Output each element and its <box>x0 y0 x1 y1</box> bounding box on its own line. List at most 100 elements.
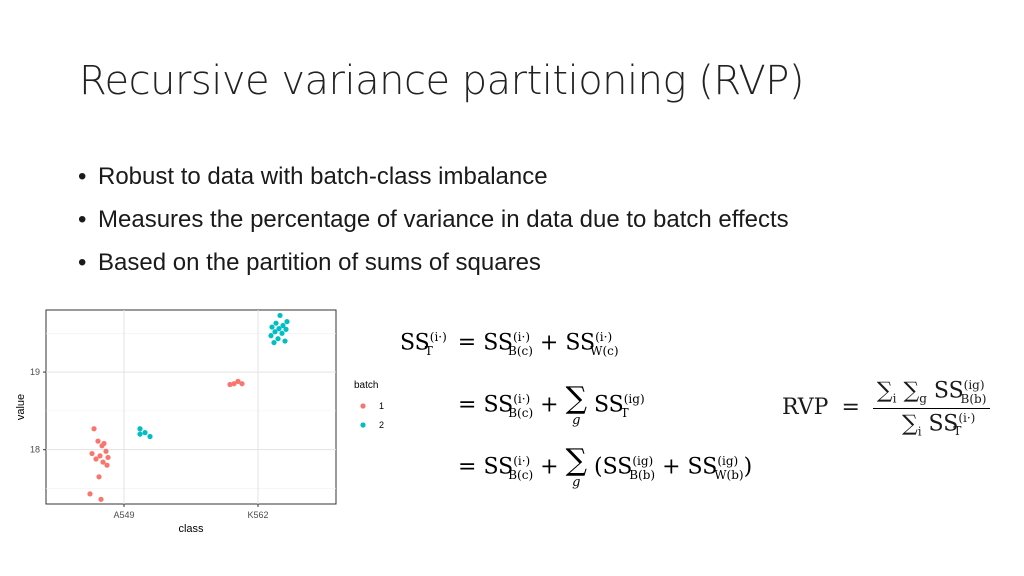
plus-sign: + <box>540 454 559 480</box>
ss-symbol: SS <box>593 392 624 418</box>
equals-sign: = <box>458 454 477 480</box>
data-point <box>103 448 109 454</box>
data-point <box>275 336 281 342</box>
y-tick-label: 18 <box>30 445 40 455</box>
data-point <box>231 381 237 387</box>
equals-sign: = <box>458 392 477 418</box>
data-point <box>87 491 93 497</box>
data-point <box>91 426 97 432</box>
bullet-text: Measures the percentage of variance in d… <box>98 206 789 233</box>
superscript: (i·) <box>513 330 531 344</box>
superscript: (ig) <box>963 378 985 392</box>
data-point <box>142 430 148 436</box>
superscript: (ig) <box>717 454 739 469</box>
subscript: B(c) <box>508 467 534 482</box>
summation: ∑ g <box>565 443 587 490</box>
plus-sign: + <box>539 330 559 356</box>
data-point <box>137 431 143 437</box>
data-point <box>276 326 282 332</box>
bullet-text: Based on the partition of sums of square… <box>98 249 541 276</box>
data-point <box>96 474 102 480</box>
subscript: T <box>953 424 962 439</box>
slide-title: Recursive variance partitioning (RVP) <box>79 58 805 104</box>
subscript: B(b) <box>629 467 656 482</box>
ss-symbol: SS <box>483 392 514 418</box>
data-point <box>277 312 283 319</box>
data-point <box>272 329 278 335</box>
subscript: B(c) <box>508 405 534 420</box>
ss-symbol: SS <box>928 411 959 437</box>
sum-index: i <box>917 424 922 439</box>
plus-sign: + <box>540 392 559 418</box>
sum-symbol: ∑ <box>876 378 893 404</box>
legend-label: 2 <box>379 420 384 430</box>
data-point <box>104 462 110 468</box>
y-tick-label: 19 <box>30 367 40 377</box>
data-point <box>93 456 99 462</box>
data-point <box>271 339 277 346</box>
equation-row-3: = SS(i·)B(c) + ∑ g (SS(ig)B(b) + SS(ig)W(… <box>458 443 753 490</box>
equation-row-2: = SS(i·)B(c) + ∑ g SS(ig)T <box>458 381 645 428</box>
data-point <box>147 433 153 440</box>
equation-row-1: SS(i·)T = SS(i·)B(c) + SS(i·)W(c) <box>400 330 619 358</box>
sum-index: g <box>572 413 581 428</box>
data-point <box>235 378 241 384</box>
ss-symbol: SS <box>687 454 718 480</box>
ss-symbol: SS <box>483 454 514 480</box>
rvp-fraction: ∑i ∑g SS(ig)B(b) ∑i SS(i·)T <box>872 378 991 439</box>
superscript: (ig) <box>623 392 645 407</box>
bullet-dot: • <box>78 206 87 233</box>
subscript: B(c) <box>508 343 533 358</box>
subscript: W(c) <box>590 343 619 358</box>
superscript: (ig) <box>632 454 654 469</box>
sum-index: g <box>572 475 581 490</box>
ss-symbol: SS <box>565 330 596 356</box>
sum-symbol: ∑ <box>565 443 587 478</box>
ss-symbol: SS <box>483 330 513 356</box>
ss-symbol: SS <box>933 378 964 404</box>
data-point <box>284 319 290 325</box>
legend-key <box>360 422 366 428</box>
superscript: (i·) <box>513 392 531 407</box>
data-point <box>239 381 245 387</box>
sum-index: i <box>892 391 897 406</box>
summation: ∑ g <box>565 381 587 428</box>
x-axis-label: class <box>178 523 204 535</box>
superscript: (i·) <box>513 454 531 469</box>
subscript: W(b) <box>714 467 744 482</box>
bullet-item: • Based on the partition of sums of squar… <box>78 241 789 284</box>
sum-symbol: ∑ <box>565 381 587 416</box>
data-point <box>101 440 107 447</box>
rvp-denominator: ∑i SS(i·)T <box>873 409 991 439</box>
rvp-numerator: ∑i ∑g SS(ig)B(b) <box>872 378 991 409</box>
y-axis-label: value <box>15 394 27 420</box>
legend-title: batch <box>354 380 378 391</box>
superscript: (i·) <box>595 330 613 344</box>
bullet-dot: • <box>78 249 87 276</box>
bullet-text: Robust to data with batch-class imbalanc… <box>98 163 548 190</box>
data-point <box>269 324 275 330</box>
data-point <box>280 322 286 329</box>
data-point <box>273 320 279 326</box>
data-point <box>137 426 143 432</box>
superscript: (i·) <box>429 330 447 344</box>
bullet-list: • Robust to data with batch-class imbalan… <box>78 155 789 284</box>
bullet-dot: • <box>78 163 87 190</box>
ss-symbol: SS <box>602 454 633 480</box>
data-point <box>268 333 274 339</box>
data-point <box>279 330 285 336</box>
rvp-label: RVP <box>782 395 829 421</box>
data-point <box>100 459 106 465</box>
x-tick-label: A549 <box>113 510 134 520</box>
subscript: B(b) <box>960 391 987 406</box>
bullet-item: • Robust to data with batch-class imbalan… <box>78 155 789 198</box>
plot-panel <box>45 309 337 505</box>
sum-index: g <box>919 391 927 406</box>
data-point <box>95 438 101 444</box>
data-point <box>98 496 104 502</box>
rvp-formula: RVP = ∑i ∑g SS(ig)B(b) ∑i SS(i·)T <box>782 378 991 439</box>
data-point <box>97 453 103 459</box>
data-point <box>282 338 288 344</box>
plus-sign: + <box>662 454 681 480</box>
